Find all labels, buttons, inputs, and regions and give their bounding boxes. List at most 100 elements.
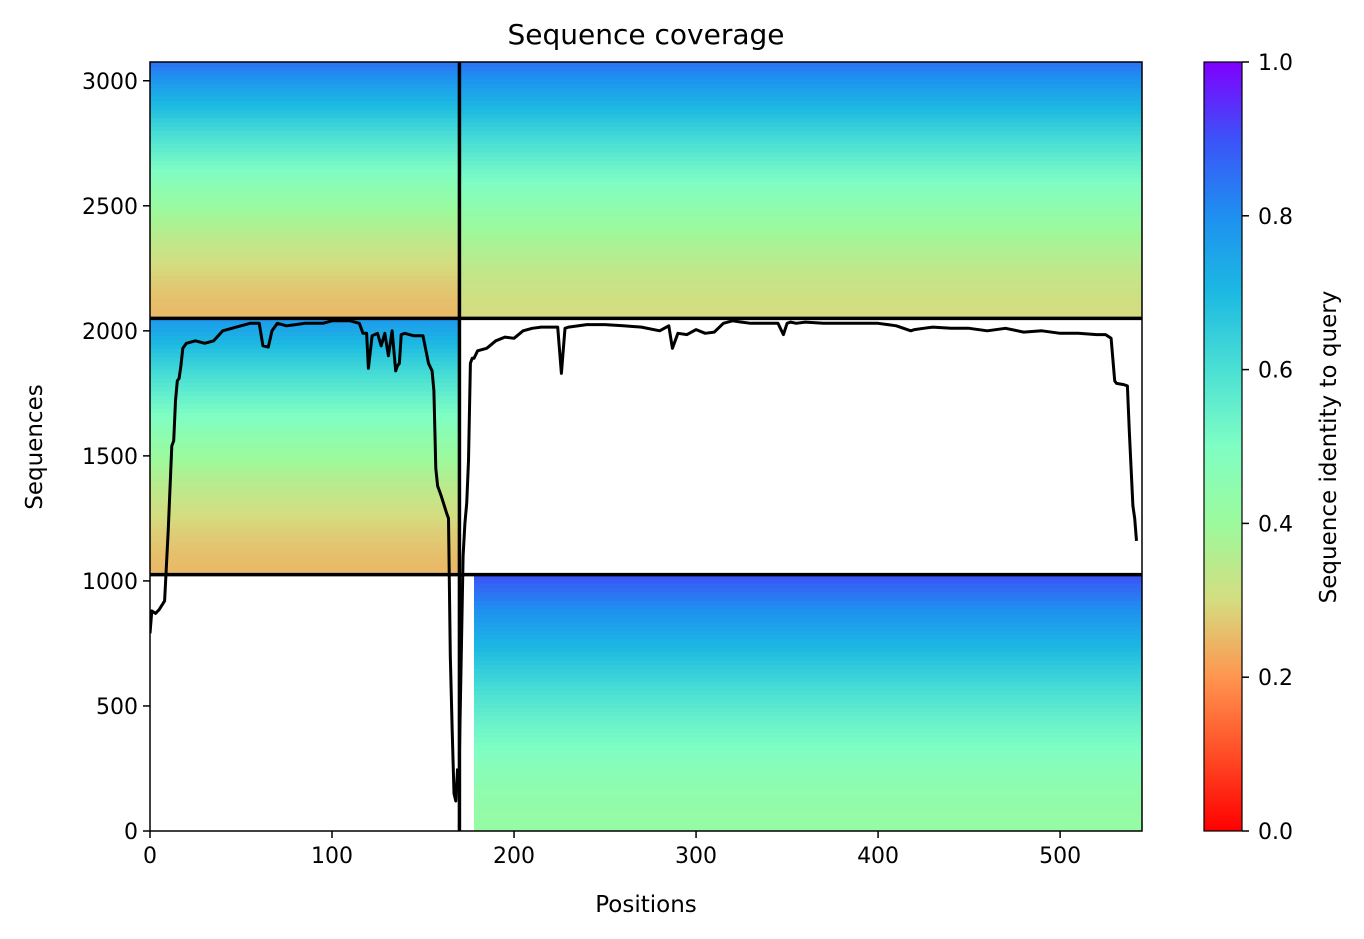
coverage-strip <box>473 745 1142 751</box>
coverage-strip <box>459 177 1142 183</box>
coverage-strip <box>473 578 1142 584</box>
coverage-strip <box>459 232 1142 238</box>
coverage-strip <box>150 130 460 136</box>
coverage-strip <box>459 224 1142 230</box>
coverage-strip <box>150 202 460 208</box>
coverage-strip <box>473 707 1142 712</box>
coverage-strip <box>150 155 460 161</box>
coverage-strip <box>150 207 460 213</box>
coverage-strip <box>473 779 1142 785</box>
coverage-strip <box>459 202 1142 208</box>
coverage-strip <box>150 121 460 127</box>
coverage-strip <box>150 472 460 477</box>
coverage-strip <box>150 100 460 106</box>
coverage-strip <box>459 292 1142 298</box>
coverage-strip <box>473 681 1142 687</box>
coverage-strip <box>459 134 1142 140</box>
x-tick-label: 200 <box>493 844 535 869</box>
coverage-strip <box>150 70 460 76</box>
coverage-strip <box>150 301 460 307</box>
coverage-strip <box>459 254 1142 260</box>
coverage-lines <box>150 319 1138 803</box>
colorbar-tick-label: 0.4 <box>1258 512 1293 537</box>
chain-boundaries <box>150 62 1142 831</box>
coverage-strip <box>150 62 460 67</box>
coverage-strip <box>150 553 460 559</box>
coverage-strip <box>150 484 460 490</box>
coverage-strip <box>473 630 1142 636</box>
coverage-strip <box>473 702 1142 708</box>
coverage-strip <box>150 126 460 131</box>
coverage-strip <box>459 194 1142 200</box>
coverage-strip <box>150 382 460 388</box>
coverage-strip <box>473 784 1142 789</box>
coverage-strip <box>150 164 460 170</box>
coverage-strip <box>150 339 460 345</box>
coverage-strip <box>150 386 460 392</box>
coverage-strip <box>459 309 1142 315</box>
coverage-strip <box>473 660 1142 665</box>
coverage-strip <box>150 318 460 324</box>
coverage-strip <box>150 220 460 225</box>
coverage-strip <box>459 220 1142 225</box>
coverage-strip <box>150 343 460 349</box>
coverage-strip <box>150 326 460 332</box>
coverage-strip <box>473 600 1142 606</box>
y-tick-label: 1000 <box>82 570 138 595</box>
coverage-strip <box>150 314 460 319</box>
plot-area <box>150 62 1142 831</box>
colorbar-tick-label: 0.0 <box>1258 820 1293 845</box>
coverage-strip <box>150 215 460 221</box>
coverage-strip <box>473 826 1142 831</box>
coverage-strip <box>473 775 1142 781</box>
coverage-strip <box>459 117 1142 123</box>
coverage-strip <box>150 489 460 495</box>
coverage-strip <box>459 284 1142 290</box>
coverage-strip <box>150 66 460 72</box>
y-tick-label: 2000 <box>82 320 138 345</box>
coverage-strip <box>150 181 460 187</box>
colorbar-tick-label: 0.2 <box>1258 666 1293 691</box>
coverage-strip <box>150 446 460 452</box>
coverage-strip <box>459 113 1142 119</box>
coverage-strip <box>150 408 460 413</box>
coverage-strip <box>473 621 1142 627</box>
coverage-strip <box>473 591 1142 597</box>
coverage-strip <box>473 822 1142 828</box>
coverage-strip <box>150 134 460 140</box>
coverage-strip <box>150 249 460 255</box>
coverage-strip <box>473 613 1142 618</box>
coverage-strip <box>150 151 460 157</box>
coverage-strip <box>150 79 460 84</box>
colorbar-tick-label: 1.0 <box>1258 51 1293 76</box>
coverage-strip <box>459 66 1142 72</box>
coverage-strip <box>150 96 460 102</box>
coverage-strip <box>150 267 460 272</box>
coverage-strip <box>150 463 460 469</box>
coverage-strip <box>459 288 1142 294</box>
coverage-strip <box>150 429 460 435</box>
coverage-strip <box>473 574 1142 580</box>
coverage-strip <box>150 561 460 567</box>
coverage-strip <box>150 476 460 482</box>
y-tick-label: 0 <box>124 820 138 845</box>
coverage-strip <box>473 813 1142 819</box>
coverage-strip <box>459 121 1142 127</box>
coverage-strip <box>150 228 460 234</box>
x-tick-label: 400 <box>857 844 899 869</box>
coverage-strip <box>150 87 460 93</box>
coverage-strip <box>473 749 1142 755</box>
plot-frame <box>149 61 1143 832</box>
coverage-strip <box>150 147 460 153</box>
coverage-strip <box>473 758 1142 764</box>
coverage-strip <box>150 378 460 384</box>
coverage-strip <box>473 801 1142 806</box>
coverage-strip <box>473 728 1142 734</box>
coverage-strip <box>150 450 460 456</box>
coverage-strip <box>459 237 1142 243</box>
x-tick-label: 300 <box>675 844 717 869</box>
coverage-strip <box>150 198 460 204</box>
coverage-strip <box>150 412 460 418</box>
coverage-strip <box>473 634 1142 640</box>
coverage-strip <box>150 437 460 443</box>
